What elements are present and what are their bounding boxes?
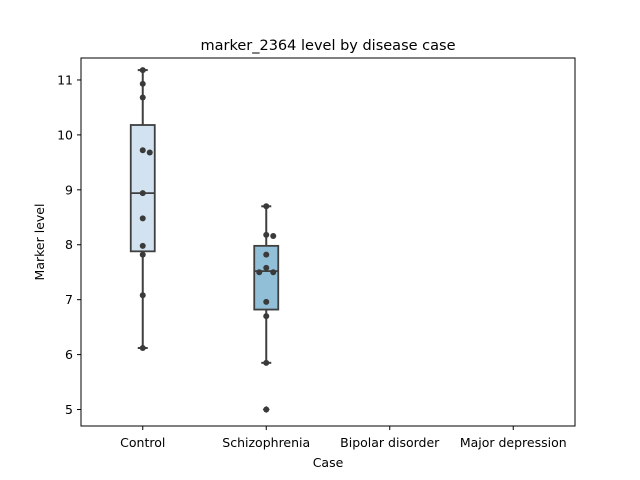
data-point	[139, 147, 146, 154]
data-point	[270, 232, 277, 239]
data-point	[263, 203, 270, 210]
data-point	[139, 80, 146, 87]
data-point	[256, 269, 263, 276]
data-point	[139, 292, 146, 299]
y-axis-label: Marker level	[32, 204, 47, 281]
y-tick-label: 7	[65, 292, 73, 307]
y-tick-label: 8	[65, 237, 73, 252]
data-point	[263, 313, 270, 320]
plot-frame	[80, 57, 576, 427]
chart-title: marker_2364 level by disease case	[201, 38, 456, 54]
x-tick-label: Bipolar disorder	[340, 435, 440, 450]
data-point	[139, 251, 146, 258]
data-point	[263, 359, 270, 366]
y-tick-label: 11	[57, 72, 73, 87]
data-point	[263, 406, 270, 413]
data-point	[263, 264, 270, 271]
data-point	[139, 345, 146, 352]
data-point	[139, 190, 146, 197]
data-point	[139, 215, 146, 222]
data-point	[263, 298, 270, 305]
data-point	[139, 67, 146, 74]
y-tick-label: 6	[65, 347, 73, 362]
y-tick-label: 10	[57, 127, 73, 142]
data-point	[146, 149, 153, 156]
data-point	[139, 242, 146, 249]
plot-area: 5 6 7 8 9 10 11 Control Schizophrenia Bipolar dis…	[57, 67, 567, 450]
data-point	[270, 269, 277, 276]
data-point	[263, 231, 270, 238]
box-control	[129, 124, 156, 253]
data-point	[263, 251, 270, 258]
y-tick-label: 9	[65, 182, 73, 197]
x-tick-label: Major depression	[460, 435, 567, 450]
x-tick-label: Control	[120, 435, 165, 450]
x-tick-label: Schizophrenia	[222, 435, 310, 450]
x-axis-label: Case	[313, 455, 344, 470]
y-tick-label: 5	[65, 402, 73, 417]
data-point	[139, 94, 146, 101]
